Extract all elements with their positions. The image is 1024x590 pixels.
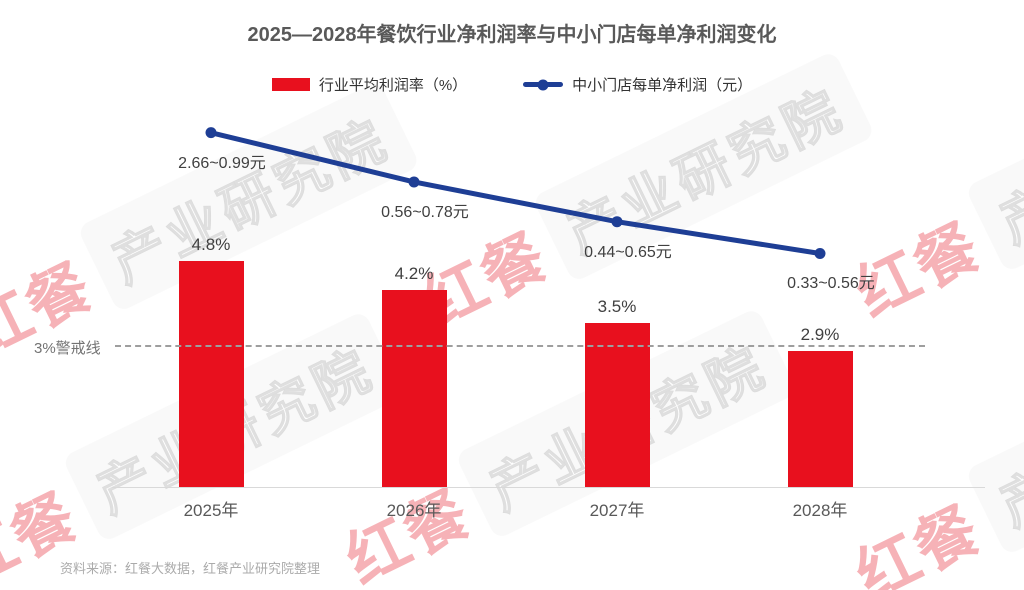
bar-value-label: 3.5% [597,296,637,316]
threshold-label: 3%警戒线 [34,340,101,357]
x-tick-label: 2028年 [792,501,848,520]
chart-legend: 行业平均利润率（%） 中小门店每单净利润（元） [0,74,1024,95]
bar-value-label: 4.8% [191,235,231,255]
legend-line-label: 中小门店每单净利润（元） [572,77,753,94]
line-point-label: 0.33~0.56元 [787,275,875,293]
legend-item-line: 中小门店每单净利润（元） [523,74,752,95]
source-note: 资料来源：红餐大数据，红餐产业研究院整理 [60,561,321,576]
x-tick-label: 2026年 [386,501,442,520]
line-dot-icon [537,79,549,90]
bar-2025年 [178,261,244,487]
legend-bar-label: 行业平均利润率（%） [318,77,468,94]
x-tick-label: 2025年 [183,501,239,520]
bar-2028年 [787,350,853,487]
threshold-dashed-line [115,345,925,347]
chart-title: 2025—2028年餐饮行业净利润率与中小门店每单净利润变化 [247,24,777,46]
x-axis-line [112,487,985,488]
bar-2027年 [584,322,650,487]
line-point-label: 0.56~0.78元 [381,203,469,221]
line-marker-icon [523,79,564,90]
line-point-label: 2.66~0.99元 [178,154,266,172]
line-point-label: 0.44~0.65元 [584,243,672,261]
legend-item-bar: 行业平均利润率（%） [271,74,468,95]
bar-swatch-icon [271,78,310,91]
bar-value-label: 2.9% [800,324,840,344]
bar-value-label: 4.2% [394,263,434,283]
bar-2026年 [381,289,447,487]
x-tick-label: 2027年 [589,501,645,520]
